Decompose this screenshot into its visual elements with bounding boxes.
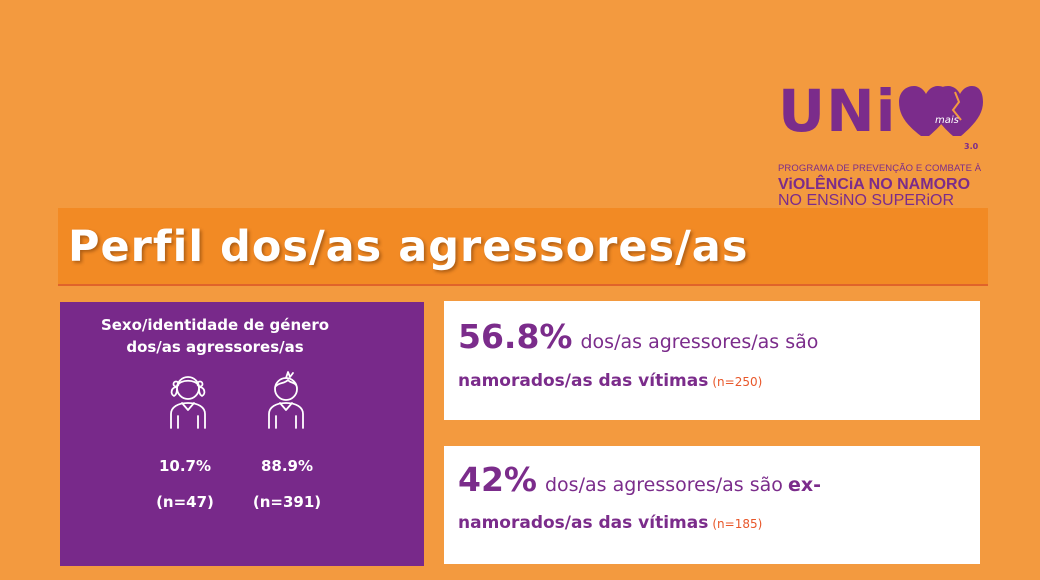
gender-heading-line1: Sexo/identidade de género bbox=[100, 316, 330, 334]
card-line1: 56.8% dos/as agressores/as são bbox=[458, 317, 818, 356]
card-text: dos/as agressores/as são bbox=[545, 474, 783, 496]
current-partner-card: 56.8% dos/as agressores/as são namorados/… bbox=[444, 301, 980, 420]
card-text-bold: ex- bbox=[788, 474, 822, 496]
ex-partner-card: 42% dos/as agressores/as são ex- namorado… bbox=[444, 446, 980, 564]
gender-panel-heading: Sexo/identidade de género dos/as agresso… bbox=[60, 314, 370, 358]
card-sample-size: (n=185) bbox=[712, 517, 763, 531]
hearts-icon: mais bbox=[898, 86, 983, 136]
female-percent: 10.7% bbox=[158, 457, 212, 475]
page-title: Perfil dos/as agressores/as bbox=[68, 222, 749, 272]
card-bold-text: namorados/as das vítimas bbox=[458, 371, 709, 391]
logo-word: UNi bbox=[778, 77, 897, 145]
card-line2: namorados/as das vítimas (n=185) bbox=[458, 513, 762, 533]
logo-version: 3.0 bbox=[964, 142, 979, 151]
logo-tagline-2: ViOLÊNCiA NO NAMORO bbox=[778, 176, 971, 193]
logo-mais-text: mais bbox=[935, 115, 959, 126]
logo-tagline-1: PROGRAMA DE PREVENÇÃO E COMBATE À bbox=[778, 163, 982, 174]
gender-heading-line2: dos/as agressores/as bbox=[126, 338, 304, 356]
logo-wordmark: UNi mais bbox=[778, 80, 983, 142]
card-bold-text: namorados/as das vítimas bbox=[458, 513, 709, 533]
male-count: (n=391) bbox=[252, 493, 322, 511]
card-line2: namorados/as das vítimas (n=250) bbox=[458, 371, 762, 391]
female-person-icon bbox=[170, 376, 206, 429]
male-percent: 88.9% bbox=[260, 457, 314, 475]
logo-tagline-3: NO ENSiNO SUPERiOR bbox=[778, 192, 955, 209]
uni-mais-logo: UNi mais 3.0 PROGRAMA DE PREVENÇÃO E COM… bbox=[778, 76, 988, 216]
card-line1: 42% dos/as agressores/as são ex- bbox=[458, 460, 821, 499]
card-sample-size: (n=250) bbox=[712, 375, 763, 389]
female-count: (n=47) bbox=[156, 493, 214, 511]
title-band: Perfil dos/as agressores/as bbox=[58, 208, 988, 286]
ex-partner-percent: 42% bbox=[458, 460, 537, 499]
gender-panel: Sexo/identidade de género dos/as agresso… bbox=[60, 302, 424, 566]
current-partner-percent: 56.8% bbox=[458, 317, 573, 356]
card-text: dos/as agressores/as são bbox=[580, 331, 819, 353]
male-person-icon bbox=[268, 371, 304, 429]
